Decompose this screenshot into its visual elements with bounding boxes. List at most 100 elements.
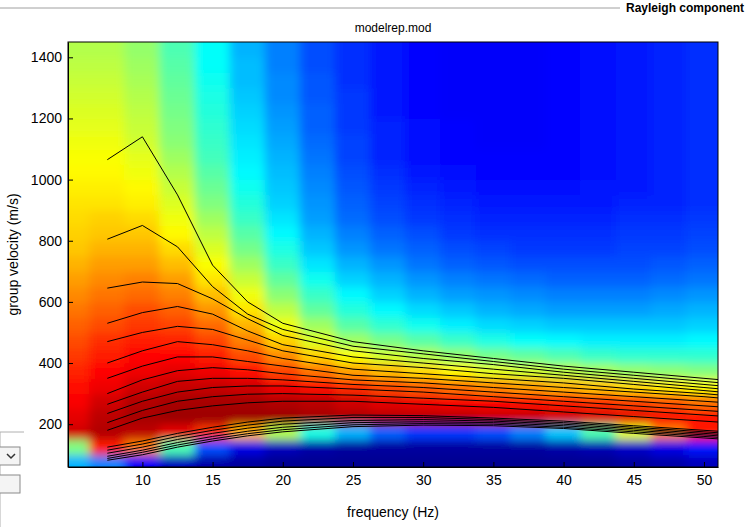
heatmap-cell — [89, 72, 125, 88]
heatmap-cell — [335, 225, 371, 241]
heatmap-cell — [68, 378, 90, 394]
heatmap-cell — [475, 133, 511, 149]
heatmap-cell — [405, 363, 441, 379]
heatmap-cell — [124, 240, 160, 256]
dropdown[interactable] — [0, 447, 20, 465]
heatmap-cell — [300, 317, 336, 333]
heatmap-cell — [510, 439, 546, 455]
heatmap-cell — [89, 57, 125, 73]
heatmap-cell — [546, 72, 582, 88]
heatmap-cell — [370, 42, 406, 58]
button[interactable] — [0, 475, 20, 493]
heatmap-cell — [546, 149, 582, 165]
tick-label: 10 — [135, 472, 151, 488]
tick: 25 — [346, 462, 362, 488]
heatmap-cell — [616, 72, 652, 88]
tick-mark — [68, 424, 73, 425]
heatmap-cell — [159, 210, 195, 226]
heatmap-cell — [159, 317, 195, 333]
heatmap-cell — [335, 240, 371, 256]
heatmap-cell — [124, 57, 160, 73]
heatmap-cell — [230, 103, 266, 119]
heatmap-cell — [300, 42, 336, 58]
heatmap-cell — [124, 332, 160, 348]
title: modelrep.mod — [355, 21, 432, 35]
tick-label: 800 — [39, 233, 63, 249]
heatmap-cell — [265, 103, 301, 119]
heatmap-cell — [510, 317, 546, 333]
heatmap-cell — [440, 439, 476, 455]
heatmap-cell — [616, 210, 652, 226]
heatmap-cell — [68, 240, 90, 256]
dispersion-curve — [107, 378, 718, 406]
heatmap-cell — [159, 103, 195, 119]
heatmap-cell — [265, 194, 301, 210]
heatmap-cell — [475, 179, 511, 195]
heatmap-cell — [651, 57, 687, 73]
heatmap-cell — [440, 332, 476, 348]
heatmap-cell — [300, 439, 336, 455]
heatmap-cell — [300, 57, 336, 73]
heatmap-cell — [686, 454, 718, 467]
heatmap-cell — [581, 133, 617, 149]
heatmap-cell — [475, 225, 511, 241]
heatmap-cell — [89, 363, 125, 379]
heatmap-cell — [89, 332, 125, 348]
heatmap-cell — [230, 225, 266, 241]
heatmap-cell — [616, 454, 652, 467]
heatmap-cell — [68, 72, 90, 88]
heatmap-cell — [581, 317, 617, 333]
heatmap-cell — [440, 210, 476, 226]
heatmap-cell — [475, 439, 511, 455]
tick-label: 400 — [39, 355, 63, 371]
tick-mark — [493, 462, 494, 467]
heatmap-cell — [475, 164, 511, 180]
heatmap-cell — [475, 332, 511, 348]
heatmap-cell — [230, 42, 266, 58]
heatmap-cell — [265, 225, 301, 241]
heatmap-cell — [265, 57, 301, 73]
heatmap-cell — [546, 194, 582, 210]
heatmap-cell — [651, 439, 687, 455]
heatmap-cell — [510, 225, 546, 241]
heatmap-cell — [265, 164, 301, 180]
tick: 10 — [135, 462, 151, 488]
heatmap-cell — [651, 210, 687, 226]
tick-label: 20 — [276, 472, 292, 488]
heatmap-cell — [89, 210, 125, 226]
heatmap-cell — [475, 240, 511, 256]
heatmap-cell — [195, 179, 231, 195]
heatmap-cell — [68, 194, 90, 210]
heatmap-cell — [581, 87, 617, 103]
heatmap-cell — [68, 363, 90, 379]
heatmap-cell — [124, 210, 160, 226]
curves — [107, 137, 718, 460]
dispersion-curve — [107, 225, 718, 382]
heatmap-cell — [405, 118, 441, 134]
heatmap-cell — [195, 378, 231, 394]
heatmap-cell — [159, 271, 195, 287]
y-axis-title: group velocity (m/s) — [5, 193, 21, 315]
heatmap-cell — [686, 347, 718, 363]
heatmap-cell — [159, 87, 195, 103]
heatmap-cell — [440, 271, 476, 287]
heatmap-cell — [335, 317, 371, 333]
heatmap-cell — [546, 454, 582, 467]
heatmap-cell — [405, 149, 441, 165]
heatmap-cell — [581, 271, 617, 287]
heatmap-cell — [370, 72, 406, 88]
heatmap-cell — [510, 164, 546, 180]
heatmap-cell — [440, 225, 476, 241]
heatmap-cell — [616, 179, 652, 195]
heatmap-cell — [581, 42, 617, 58]
heatmap-cell — [195, 118, 231, 134]
heatmap-cell — [265, 149, 301, 165]
heatmap-cell — [405, 72, 441, 88]
heatmap-cell — [89, 42, 125, 58]
heatmap-cell — [440, 424, 476, 440]
heatmap-cell — [335, 454, 371, 467]
heatmap-cell — [335, 149, 371, 165]
tick-label: 600 — [39, 294, 63, 310]
heatmap-cell — [405, 424, 441, 440]
heatmap-cell — [300, 118, 336, 134]
